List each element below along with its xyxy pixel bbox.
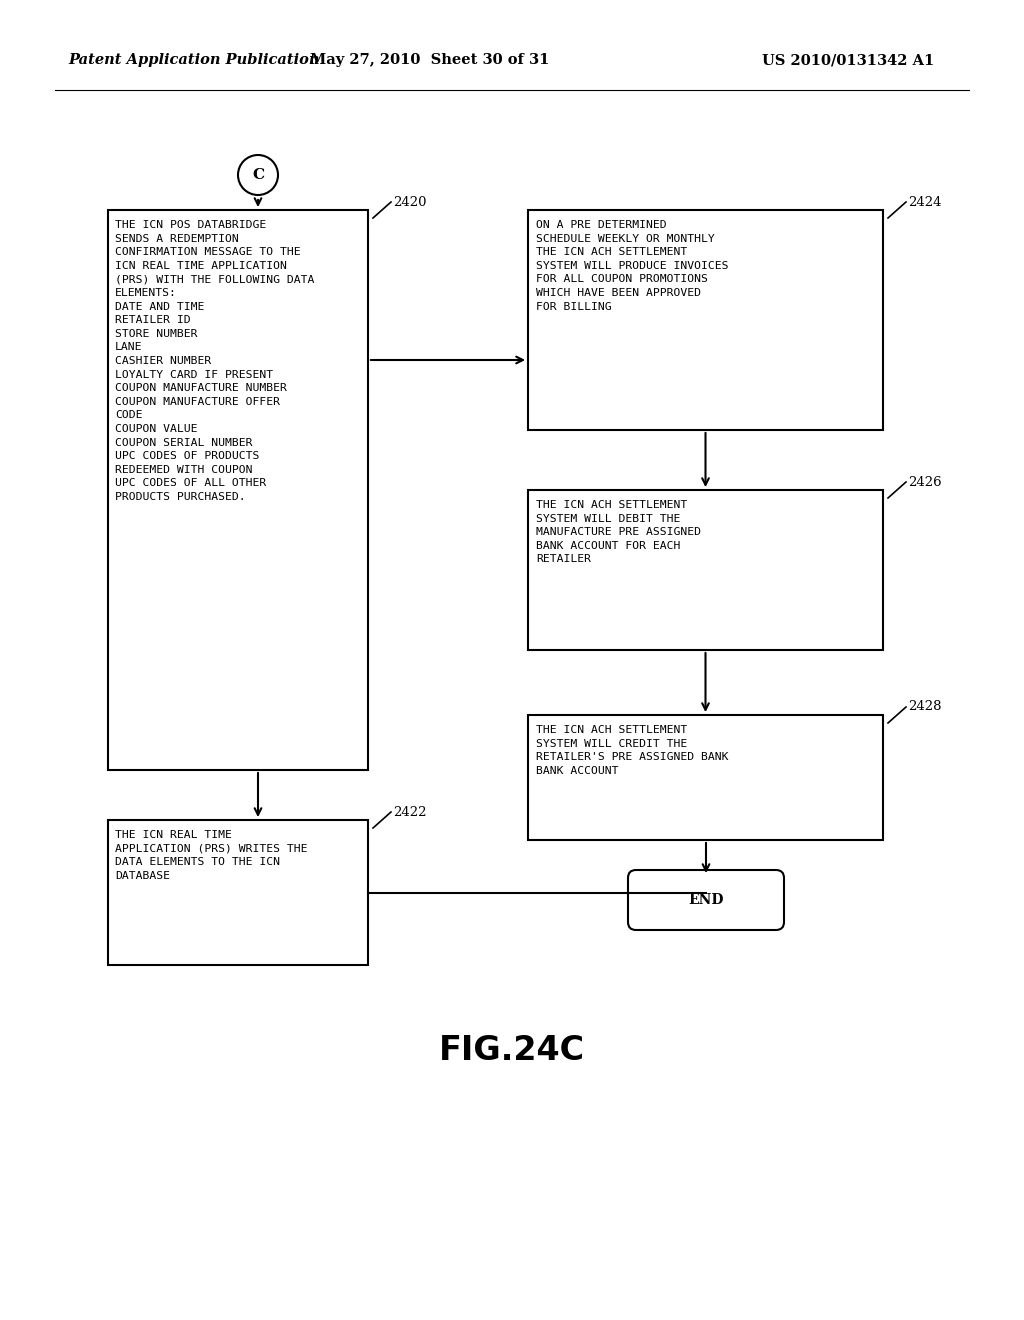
Text: THE ICN ACH SETTLEMENT
SYSTEM WILL DEBIT THE
MANUFACTURE PRE ASSIGNED
BANK ACCOU: THE ICN ACH SETTLEMENT SYSTEM WILL DEBIT… [536, 500, 701, 565]
Text: 2424: 2424 [908, 195, 941, 209]
Text: THE ICN POS DATABRIDGE
SENDS A REDEMPTION
CONFIRMATION MESSAGE TO THE
ICN REAL T: THE ICN POS DATABRIDGE SENDS A REDEMPTIO… [115, 220, 314, 502]
Text: C: C [252, 168, 264, 182]
Text: END: END [688, 894, 724, 907]
Text: ON A PRE DETERMINED
SCHEDULE WEEKLY OR MONTHLY
THE ICN ACH SETTLEMENT
SYSTEM WIL: ON A PRE DETERMINED SCHEDULE WEEKLY OR M… [536, 220, 728, 312]
Text: 2426: 2426 [908, 475, 942, 488]
Text: THE ICN ACH SETTLEMENT
SYSTEM WILL CREDIT THE
RETAILER'S PRE ASSIGNED BANK
BANK : THE ICN ACH SETTLEMENT SYSTEM WILL CREDI… [536, 725, 728, 776]
Bar [528, 715, 883, 840]
Bar [108, 210, 368, 770]
FancyBboxPatch shape [628, 870, 784, 931]
Text: THE ICN REAL TIME
APPLICATION (PRS) WRITES THE
DATA ELEMENTS TO THE ICN
DATABASE: THE ICN REAL TIME APPLICATION (PRS) WRIT… [115, 830, 307, 880]
Text: 2428: 2428 [908, 701, 941, 714]
Text: US 2010/0131342 A1: US 2010/0131342 A1 [762, 53, 934, 67]
Text: Patent Application Publication: Patent Application Publication [68, 53, 319, 67]
Circle shape [238, 154, 278, 195]
Text: FIG.24C: FIG.24C [439, 1034, 585, 1067]
Bar [108, 820, 368, 965]
Text: 2420: 2420 [393, 195, 427, 209]
Text: May 27, 2010  Sheet 30 of 31: May 27, 2010 Sheet 30 of 31 [310, 53, 550, 67]
Bar [528, 210, 883, 430]
Bar [528, 490, 883, 649]
Text: 2422: 2422 [393, 805, 427, 818]
